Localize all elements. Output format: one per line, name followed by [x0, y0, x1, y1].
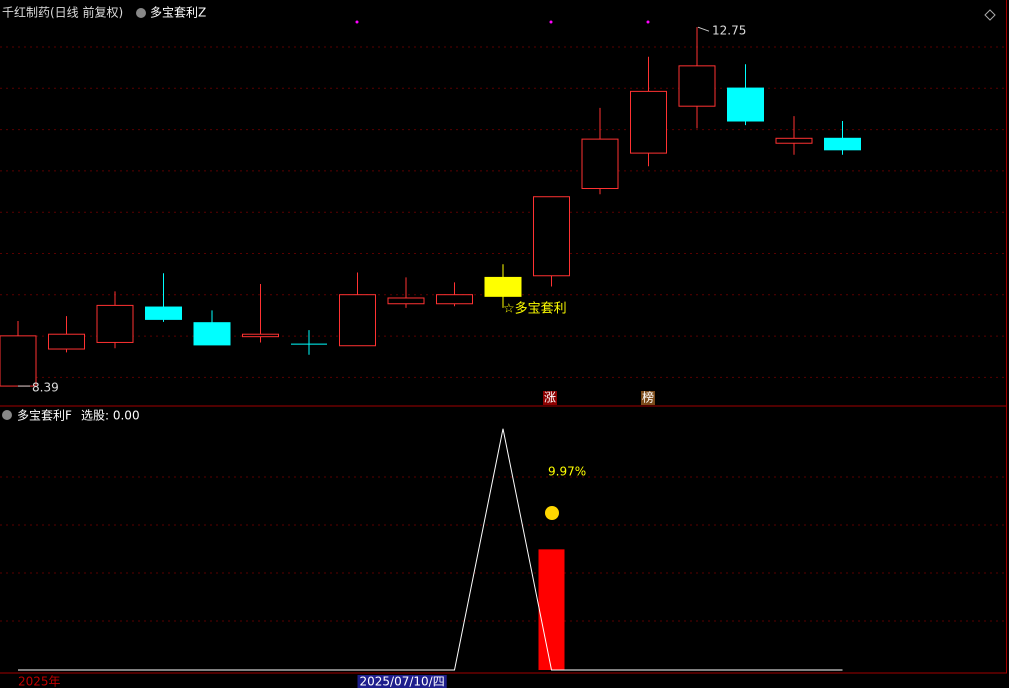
settings-icon[interactable] — [984, 9, 996, 21]
bar — [538, 549, 565, 670]
indicator-title: 多宝套利F — [17, 409, 72, 423]
label-pointer — [697, 26, 710, 32]
candle-body — [484, 276, 522, 297]
candle-body — [145, 306, 182, 320]
candle-body — [193, 322, 231, 346]
candle-body — [727, 87, 764, 122]
candle-body — [48, 333, 85, 350]
candle-body — [630, 90, 667, 154]
candle-body — [242, 333, 279, 338]
tag-bg — [641, 391, 655, 405]
marker-dot — [646, 20, 650, 24]
candle-body — [339, 294, 376, 347]
candle-body — [0, 335, 37, 387]
tag-bg — [543, 391, 557, 405]
annotation: 9.97% — [548, 465, 586, 479]
tag: 榜 — [642, 390, 654, 405]
candle-body — [581, 138, 619, 190]
signal-label: ☆多宝套利 — [503, 300, 567, 316]
indicator-line — [18, 428, 843, 671]
x-tick-label: 2025/07/10/四 — [360, 675, 445, 688]
low-label: 8.39 — [32, 381, 59, 395]
marker-dot — [355, 20, 359, 24]
candle-body — [678, 65, 716, 107]
candle-body — [824, 137, 861, 151]
smiley-icon — [545, 506, 559, 520]
indicator-value: 选股: 0.00 — [81, 409, 140, 423]
dropdown-icon[interactable] — [136, 8, 146, 18]
chart-title: 千红制药(日线 前复权) — [2, 5, 123, 20]
candle-body — [775, 137, 813, 144]
candle-body — [387, 297, 425, 305]
cursor-label-bg — [357, 675, 447, 688]
indicator-title: 多宝套利Z — [150, 6, 206, 20]
candle-body — [533, 196, 570, 277]
x-tick-label: 2025年 — [18, 675, 61, 688]
candle-body — [96, 304, 134, 343]
marker-dot — [549, 20, 553, 24]
dropdown-icon[interactable] — [2, 410, 12, 420]
candle-body — [436, 294, 473, 305]
high-label: 12.75 — [712, 24, 746, 38]
tag: 涨 — [544, 390, 556, 405]
